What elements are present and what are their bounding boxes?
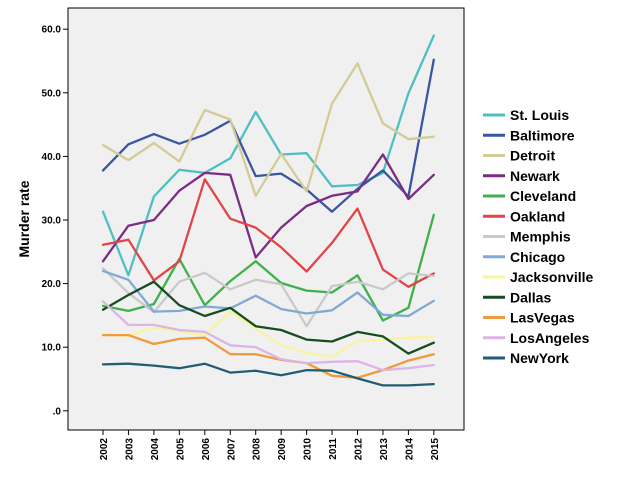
legend-label-st-louis: St. Louis [510, 107, 569, 123]
legend-label-oakland: Oakland [510, 208, 565, 224]
y-tick-label: 20.0 [42, 279, 62, 290]
y-tick-label: .0 [53, 406, 62, 417]
x-tick-label: 2009 [277, 438, 288, 461]
x-tick-label: 2003 [124, 438, 135, 461]
series-line-dallas [101, 280, 435, 355]
series-line-losangeles [101, 300, 435, 372]
y-tick-label: 10.0 [42, 343, 62, 354]
legend-label-jacksonville: Jacksonville [510, 269, 593, 285]
series-line-st-louis [101, 34, 435, 277]
x-tick-label: 2010 [303, 438, 314, 461]
x-tick-label: 2007 [226, 438, 237, 461]
series-lines [101, 34, 435, 387]
series-line-newyork [101, 362, 435, 387]
y-axis: .0 10.0 20.0 30.0 40.0 50.0 60.0 [42, 25, 68, 417]
x-tick-label: 2004 [150, 438, 161, 461]
x-tick-label: 2011 [328, 438, 339, 460]
x-tick-label: 2012 [354, 438, 365, 461]
legend-label-memphis: Memphis [510, 229, 571, 245]
y-axis-title: Murder rate [16, 180, 32, 257]
legend-label-detroit: Detroit [510, 148, 555, 164]
x-tick-label: 2002 [99, 438, 110, 461]
x-tick-label: 2013 [379, 438, 390, 461]
series-line-memphis [101, 267, 435, 328]
series-line-cleveland [101, 213, 435, 322]
legend-label-newyork: NewYork [510, 350, 569, 366]
plot-area [67, 7, 465, 431]
legend-label-chicago: Chicago [510, 249, 565, 265]
legend-label-cleveland: Cleveland [510, 188, 576, 204]
y-tick-label: 40.0 [42, 152, 62, 163]
legend-label-dallas: Dallas [510, 289, 551, 305]
y-tick-label: 50.0 [42, 88, 62, 99]
series-line-newark [101, 153, 435, 263]
series-line-jacksonville [101, 310, 435, 358]
series-line-oakland [101, 178, 435, 288]
legend: St. Louis Baltimore Detroit Newark Cleveland… [483, 107, 593, 366]
x-tick-label: 2005 [175, 438, 186, 461]
y-tick-label: 30.0 [42, 216, 62, 227]
y-tick-label: 60.0 [42, 25, 62, 36]
x-tick-label: 2006 [201, 438, 212, 461]
x-tick-label: 2008 [252, 438, 263, 461]
x-axis: 2002 2003 2004 2005 2006 2007 2008 2009 2010 2011… [99, 430, 441, 460]
legend-label-baltimore: Baltimore [510, 127, 575, 143]
legend-label-lasvegas: LasVegas [510, 310, 575, 326]
series-line-chicago [101, 269, 435, 318]
x-tick-label: 2015 [430, 438, 441, 461]
x-tick-label: 2014 [404, 438, 415, 461]
legend-label-losangeles: LosAngeles [510, 330, 590, 346]
legend-label-newark: Newark [510, 168, 560, 184]
series-line-lasvegas [101, 333, 435, 379]
series-line-detroit [101, 62, 435, 197]
